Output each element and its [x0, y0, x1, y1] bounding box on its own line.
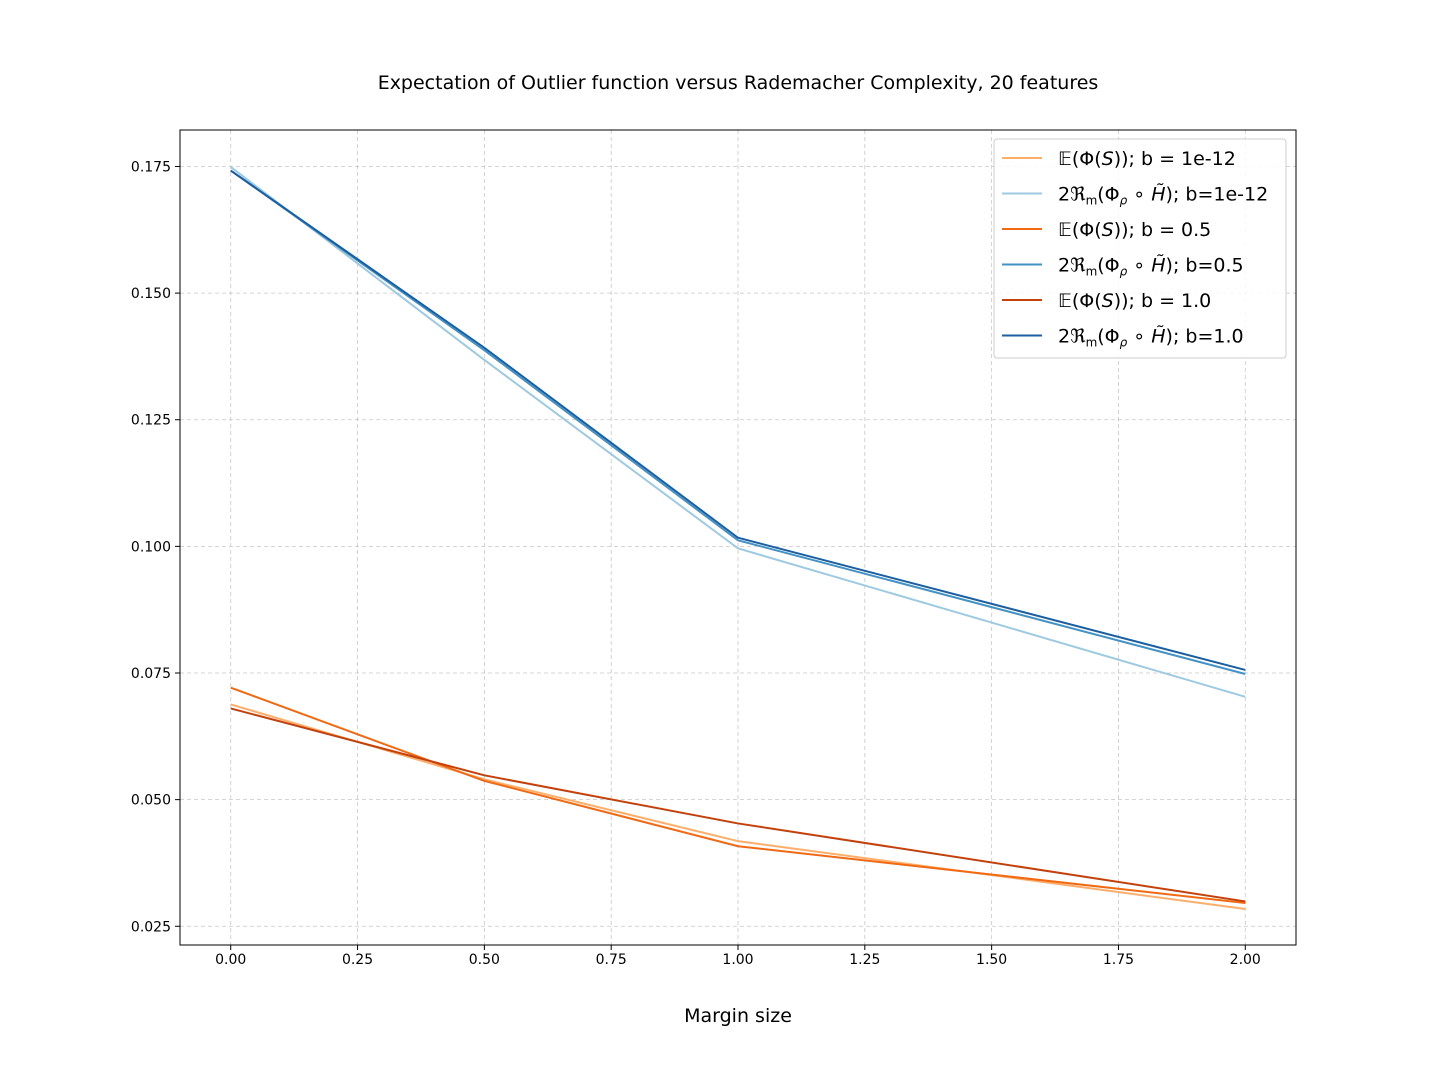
legend-item: 𝔼(Φ(S)); b = 0.5 [1002, 219, 1211, 241]
legend-label-part: ρ [1120, 194, 1128, 208]
legend-label-part: H̃ [1151, 254, 1165, 276]
y-tick-label: 0.050 [131, 793, 171, 809]
legend-item: 𝔼(Φ(S)); b = 1e-12 [1002, 148, 1236, 170]
y-tick-label: 0.100 [131, 539, 171, 555]
legend-label: 2ℜm(Φρ ∘ H̃); b=1e-12 [1058, 183, 1268, 207]
legend-label-part: S [1102, 219, 1114, 241]
legend-item: 2ℜm(Φρ ∘ H̃); b=1.0 [1002, 325, 1244, 350]
legend-label-part: ρ [1120, 336, 1128, 350]
legend-label-part: )); b = 0.5 [1114, 219, 1212, 241]
y-tick-label: 0.175 [131, 159, 171, 175]
y-tick-label: 0.025 [131, 919, 171, 935]
legend-label-part: H̃ [1151, 183, 1165, 205]
legend-label-part: 𝔼(Φ( [1058, 148, 1102, 170]
legend-label-part: 𝔼(Φ( [1058, 219, 1102, 241]
legend-label-part: m [1086, 336, 1098, 350]
legend-label-part: ∘ [1127, 255, 1151, 277]
x-tick-label: 0.75 [596, 952, 627, 968]
legend-item: 2ℜm(Φρ ∘ H̃); b=1e-12 [1002, 183, 1268, 208]
legend-label-part: ) [1166, 184, 1173, 206]
y-tick-label: 0.150 [131, 286, 171, 302]
x-tick-label: 1.00 [722, 952, 753, 968]
legend-label: 𝔼(Φ(S)); b = 0.5 [1058, 219, 1211, 241]
legend-label-part: ; b=1.0 [1173, 326, 1244, 348]
legend-label: 𝔼(Φ(S)); b = 1e-12 [1058, 148, 1236, 170]
legend-label-part: 2ℜ [1058, 184, 1086, 206]
legend-label-part: S [1102, 148, 1114, 170]
x-tick-label: 1.25 [849, 952, 880, 968]
legend-label-part: ; b=1e-12 [1173, 184, 1268, 206]
legend-label-part: ρ [1120, 265, 1128, 279]
legend-label-part: ) [1166, 326, 1173, 348]
legend-label-part: m [1086, 194, 1098, 208]
series-line-3 [230, 169, 1246, 675]
legend-label: 2ℜm(Φρ ∘ H̃); b=0.5 [1058, 254, 1244, 278]
series-line-2 [230, 686, 1246, 904]
legend-label-part: S [1102, 290, 1114, 312]
legend-label-part: ; b=0.5 [1173, 255, 1244, 277]
legend-label-part: m [1086, 265, 1098, 279]
x-tick-label: 0.00 [215, 952, 246, 968]
legend-label-part: )); b = 1e-12 [1114, 148, 1236, 170]
y-axis-ticks: 0.025 0.050 0.075 0.100 0.125 0.150 0.175 [131, 159, 180, 935]
x-tick-label: 1.75 [1103, 952, 1134, 968]
x-tick-label: 1.50 [976, 952, 1007, 968]
chart-title: Expectation of Outlier function versus R… [378, 72, 1099, 94]
legend-label: 𝔼(Φ(S)); b = 1.0 [1058, 290, 1211, 312]
series-line-4 [230, 707, 1246, 903]
legend-item: 2ℜm(Φρ ∘ H̃); b=0.5 [1002, 254, 1244, 279]
x-tick-label: 2.00 [1230, 952, 1261, 968]
legend-label-part: 2ℜ [1058, 326, 1086, 348]
legend-label-part: H̃ [1151, 325, 1165, 347]
legend-label-part: (Φ [1097, 326, 1119, 348]
x-tick-label: 0.25 [342, 952, 373, 968]
x-axis-ticks: 0.00 0.25 0.50 0.75 1.00 1.25 1.50 1.75 2.00 [215, 945, 1261, 968]
legend-label-part: (Φ [1097, 184, 1119, 206]
legend-label-part: )); b = 1.0 [1114, 290, 1212, 312]
x-tick-label: 0.50 [469, 952, 500, 968]
legend-box [993, 138, 1287, 359]
legend-label-part: (Φ [1097, 255, 1119, 277]
legend-item: 𝔼(Φ(S)); b = 1.0 [1002, 290, 1211, 312]
y-tick-label: 0.075 [131, 666, 171, 682]
legend-label-part: 𝔼(Φ( [1058, 290, 1102, 312]
legend-label-part: ∘ [1127, 184, 1151, 206]
legend-label-part: 2ℜ [1058, 255, 1086, 277]
series-lines [230, 166, 1246, 911]
y-tick-label: 0.125 [131, 413, 171, 429]
series-line-1 [230, 166, 1246, 698]
legend-label: 2ℜm(Φρ ∘ H̃); b=1.0 [1058, 325, 1244, 349]
legend-label-part: ) [1166, 255, 1173, 277]
legend-label-part: ∘ [1127, 326, 1151, 348]
series-line-5 [230, 169, 1246, 671]
x-axis-label: Margin size [684, 1005, 792, 1027]
